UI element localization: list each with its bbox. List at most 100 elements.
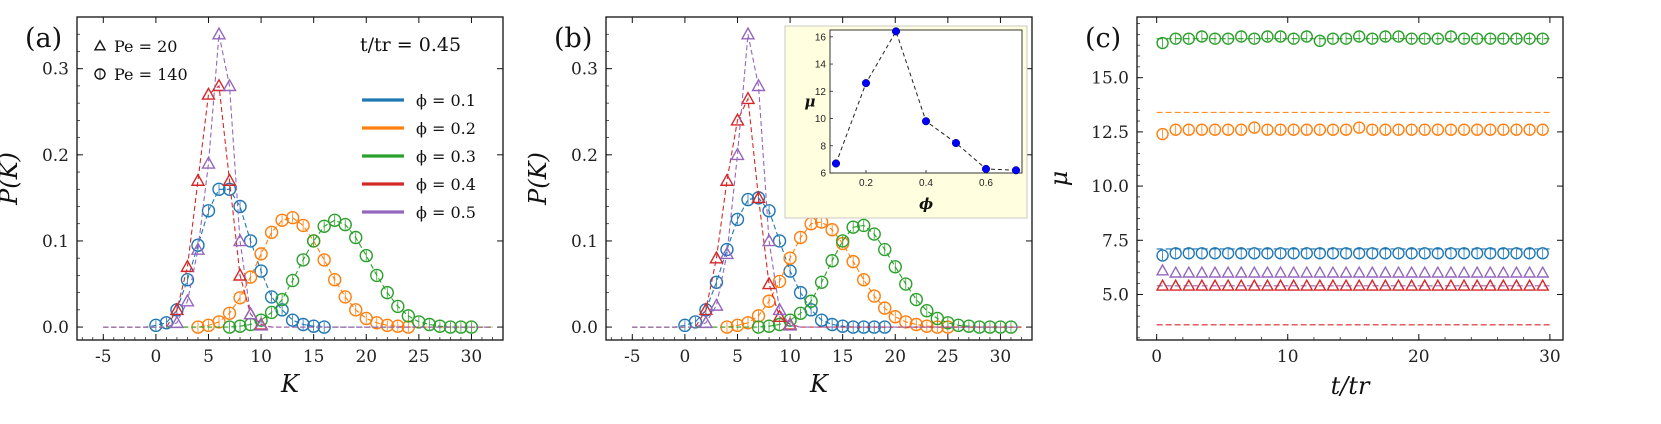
legend-marker-circle (94, 68, 106, 80)
panel-a-ytick-label-3: 0.3 (42, 60, 69, 80)
panel-c-point-phi_0.2-5 (1221, 123, 1235, 136)
panel-c-point-phi_0.4-7 (1247, 278, 1262, 291)
panel-c-point-phi_0.5-25 (1483, 265, 1497, 278)
panel-b-point-phi_0.3-1 (762, 319, 776, 333)
panel-c-point-phi_0.1-4 (1208, 247, 1222, 260)
legend-marker-label-0: Pe = 20 (114, 37, 177, 56)
panel-c-point-phi_0.1-28 (1523, 247, 1536, 260)
panel-b-xtick-label-7: 30 (990, 347, 1012, 367)
panel-c-point-phi_0.4-13 (1326, 278, 1340, 291)
panel-b-point-phi_0.4-5 (751, 190, 766, 204)
panel-c-point-phi_0.4-15 (1352, 278, 1366, 291)
panel-c-point-phi_0.2-4 (1208, 123, 1222, 136)
panel-c-point-phi_0.5-14 (1339, 265, 1353, 278)
panel-a-point-phi_0.2-12 (317, 253, 331, 267)
panel-c-point-phi_0.2-22 (1444, 123, 1458, 136)
panel-c-point-phi_0.5-2 (1182, 265, 1196, 278)
panel-c-point-phi_0.1-17 (1379, 247, 1392, 260)
legend-label-phi_0.3: ϕ = 0.3 (416, 147, 476, 166)
panel-c-point-phi_0.5-23 (1457, 265, 1471, 278)
panel-b-point-phi_0.1-1 (688, 315, 703, 329)
panel-b-point-phi_0.3-15 (909, 292, 923, 307)
panel-b-series-line-phi_0.2 (632, 221, 1022, 328)
panel-a-point-phi_0.5-6 (232, 233, 248, 247)
panel-c-point-phi_0.2-23 (1457, 123, 1471, 136)
panel-c-point-phi_0.4-9 (1273, 278, 1288, 291)
panel-b-point-phi_0.4-0 (698, 302, 714, 316)
panel-c-point-phi_0.3-8 (1261, 30, 1274, 43)
panel-a-point-phi_0.1-10 (254, 264, 268, 278)
panel-c-point-phi_0.4-19 (1404, 278, 1419, 291)
panel-a-point-phi_0.4-1 (180, 259, 195, 273)
panel-c-point-phi_0.2-3 (1195, 123, 1209, 136)
panel-c-point-phi_0.1-20 (1418, 247, 1431, 260)
panel-c-point-phi_0.2-12 (1313, 123, 1327, 136)
inset-point-1 (861, 79, 871, 88)
panel-b-point-phi_0.2-16 (888, 310, 902, 324)
panel-a-ytick-label-0: 0.0 (42, 318, 69, 338)
panel-a-series-line-phi_0.5 (103, 34, 493, 328)
panel-b-ytick-label-2: 0.2 (571, 146, 598, 166)
annotation-time: t/tr = 0.45 (360, 34, 461, 56)
panel-c-point-phi_0.3-14 (1339, 32, 1353, 45)
inset-xtick-label-2: 0.6 (979, 178, 993, 189)
panel-c-point-phi_0.3-29 (1536, 32, 1549, 45)
panel-a-point-phi_0.4-0 (169, 302, 185, 316)
panel-c-point-phi_0.1-29 (1536, 247, 1549, 260)
panel-c-point-phi_0.2-19 (1405, 123, 1418, 136)
panel-c-point-phi_0.4-6 (1234, 278, 1248, 291)
panel-c-point-phi_0.4-29 (1535, 278, 1550, 291)
panel-a-series-line-phi_0.4 (103, 84, 493, 328)
panel-c-point-phi_0.3-18 (1392, 30, 1405, 43)
panel-c-point-phi_0.2-25 (1484, 123, 1497, 136)
panel-c-point-phi_0.5-16 (1365, 265, 1379, 278)
panel-a-series-line-phi_0.2 (103, 217, 493, 328)
panel-c-point-phi_0.1-15 (1352, 247, 1366, 260)
panel-a-point-phi_0.5-4 (211, 26, 227, 40)
panel-a-ylabel: P(K) (0, 152, 23, 206)
panel-c-point-phi_0.2-7 (1248, 121, 1261, 134)
panel-b-point-phi_0.5-8 (782, 317, 798, 331)
panel-c-point-phi_0.5-1 (1168, 265, 1183, 278)
panel-c-point-phi_0.3-3 (1195, 30, 1209, 43)
panel-c-point-phi_0.4-25 (1483, 278, 1497, 291)
panel-c-point-phi_0.5-12 (1313, 265, 1327, 278)
panel-a-point-phi_0.3-16 (391, 299, 405, 314)
panel-c-xtick-label-3: 30 (1539, 347, 1561, 367)
panel-a-panel-label: (a) (25, 23, 62, 54)
panel-b-point-phi_0.4-4 (740, 91, 756, 105)
inset-point-0 (831, 159, 841, 168)
panel-c-point-phi_0.4-14 (1339, 278, 1353, 291)
panel-c-point-phi_0.5-3 (1195, 265, 1209, 278)
panel-c-point-phi_0.3-28 (1523, 32, 1536, 45)
panel-c-point-phi_0.5-21 (1431, 265, 1445, 278)
panel-b-point-phi_0.2-10 (825, 223, 839, 237)
panel-b-point-phi_0.3-20 (962, 319, 976, 333)
panel-b-point-phi_0.2-17 (899, 315, 913, 329)
panel-c-point-phi_0.2-21 (1431, 123, 1445, 136)
panel-a-point-phi_0.3-17 (401, 309, 416, 323)
panel-c-point-phi_0.1-21 (1431, 247, 1445, 260)
panel-b-point-phi_0.5-6 (761, 233, 777, 247)
panel-c-xtick-label-1: 10 (1277, 347, 1299, 367)
panel-a-point-phi_0.2-6 (254, 247, 268, 261)
panel-a-point-phi_0.5-0 (169, 315, 185, 329)
inset-xtick-label-0: 0.2 (859, 178, 873, 189)
panel-a-frame (76, 16, 504, 341)
panel-a-point-phi_0.5-5 (222, 78, 237, 92)
panel-a-point-phi_0.5-7 (243, 306, 258, 320)
panel-a-ytick-label-1: 0.1 (42, 232, 69, 252)
panel-a-point-phi_0.3-6 (285, 273, 300, 288)
panel-c-point-phi_0.3-16 (1366, 32, 1379, 45)
panel-b-point-phi_0.2-14 (867, 289, 881, 303)
panel-c-point-phi_0.5-27 (1509, 265, 1524, 278)
panel-c-point-phi_0.3-23 (1457, 32, 1471, 45)
panel-a-point-phi_0.1-0 (149, 318, 163, 333)
panel-c-point-phi_0.2-0 (1156, 127, 1169, 141)
panel-c-point-phi_0.4-0 (1155, 278, 1170, 291)
panel-b-point-phi_0.1-15 (835, 319, 850, 333)
panel-c-point-phi_0.1-3 (1195, 247, 1209, 260)
panel-c-point-phi_0.3-19 (1405, 32, 1418, 45)
panel-a-xtick-label-0: -5 (95, 347, 112, 367)
